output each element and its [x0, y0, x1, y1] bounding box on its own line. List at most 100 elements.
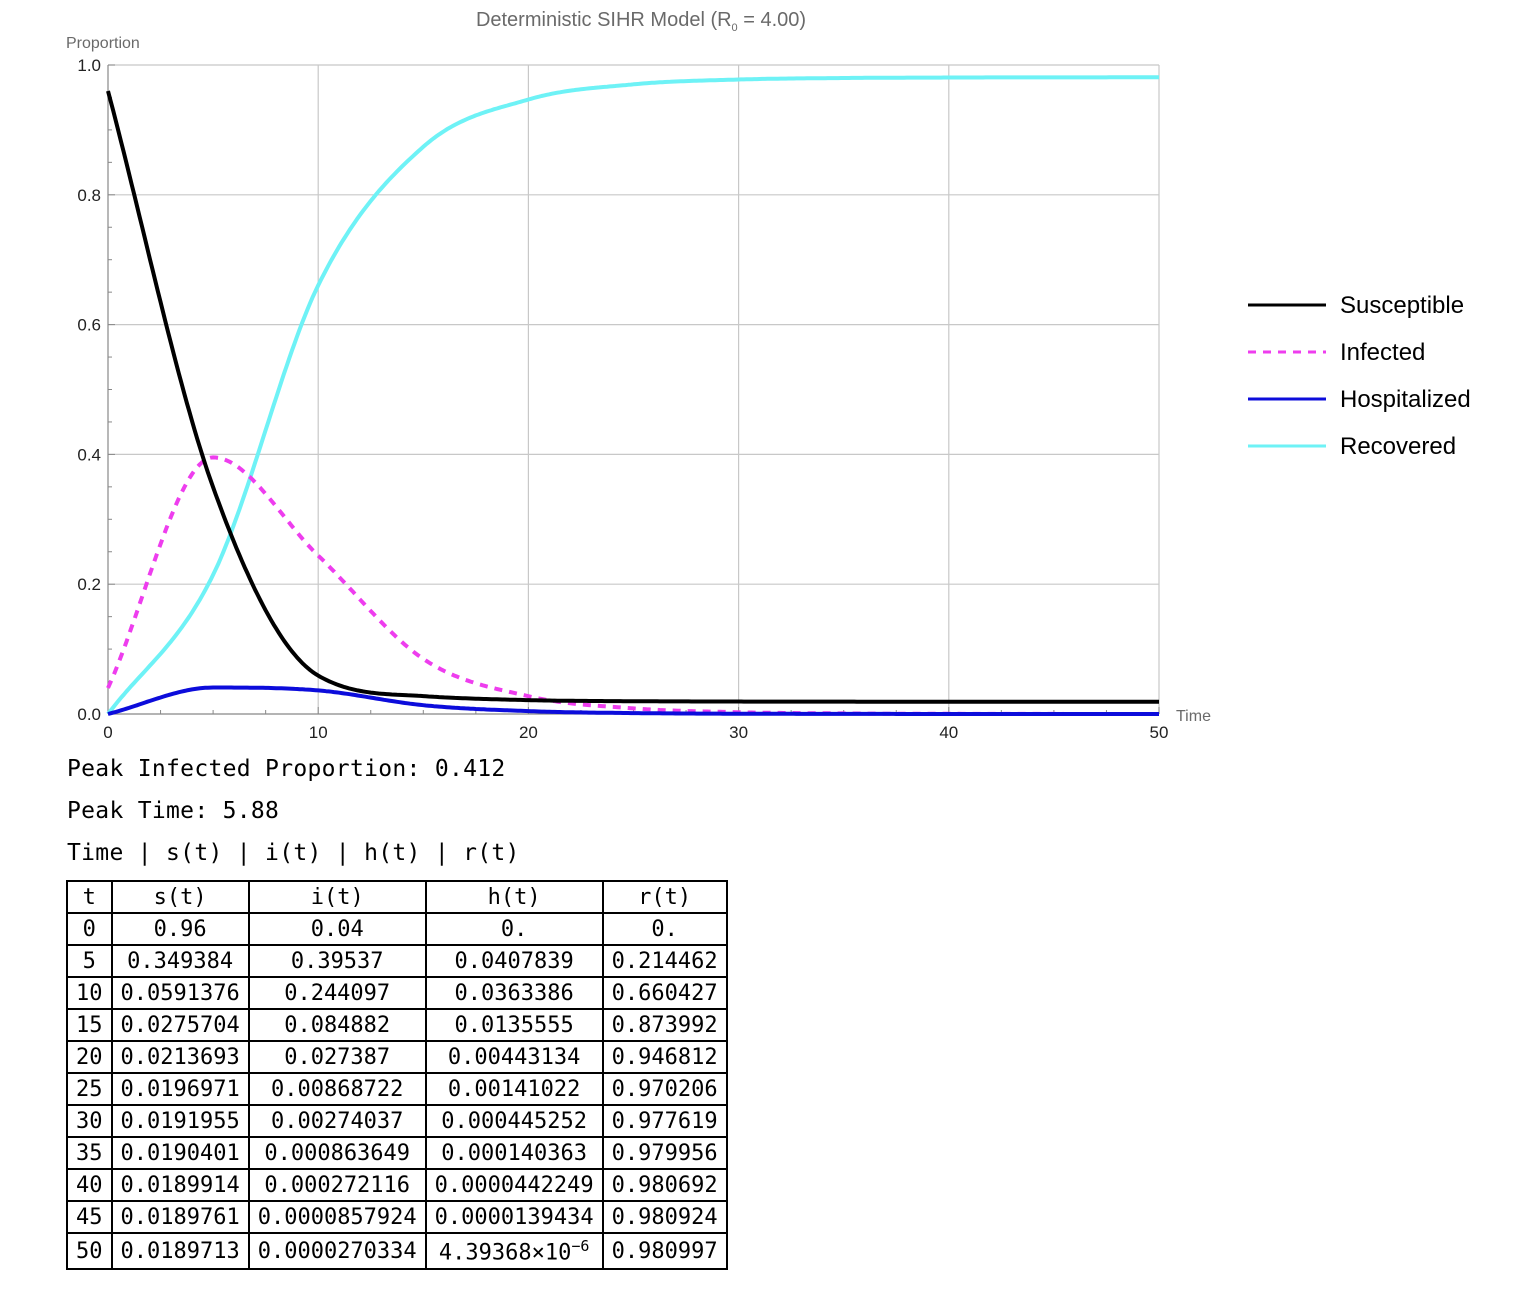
y-tick-label: 0.2: [77, 575, 101, 594]
table-row: 20 0.0213693 0.027387 0.00443134 0.946812: [66, 1040, 728, 1074]
axes: 0 10 20 30 40 50 0.0 0.2 0.4 0.6 0.8 1.0: [77, 56, 1168, 742]
x-tick-label: 20: [519, 723, 538, 742]
x-tick-label: 50: [1150, 723, 1169, 742]
table-cell: 0.349384: [110, 944, 250, 978]
table-row: 10 0.0591376 0.244097 0.0363386 0.660427: [66, 976, 728, 1010]
table-row: 5 0.349384 0.39537 0.0407839 0.214462: [66, 944, 728, 978]
chart-title: Deterministic SIHR Model (R0 = 4.00): [476, 9, 806, 34]
peak-time-text: Peak Time: 5.88: [67, 798, 280, 824]
table-row: 25 0.0196971 0.00868722 0.00141022 0.970206: [66, 1072, 728, 1106]
table-row: 15 0.0275704 0.084882 0.0135555 0.873992: [66, 1008, 728, 1042]
table-cell: 0.0591376: [110, 976, 250, 1010]
legend: Susceptible Infected Hospitalized Recovered: [1248, 292, 1471, 460]
table-row: 35 0.0190401 0.000863649 0.000140363 0.97995…: [66, 1136, 728, 1170]
table-row: 50 0.0189713 0.0000270334 4.39368×10−6 0.980…: [66, 1232, 728, 1270]
legend-label-susceptible: Susceptible: [1340, 292, 1464, 319]
table-cell: 0.0213693: [110, 1040, 250, 1074]
table-cell: 0.00274037: [247, 1104, 427, 1138]
table-cell: 0.0000139434: [424, 1200, 604, 1234]
table-cell: 0: [66, 912, 113, 946]
table-cell: 0.980997: [601, 1232, 728, 1270]
table-cell: 0.00141022: [424, 1072, 604, 1106]
table-cell: 0.980924: [601, 1200, 728, 1234]
table-cell: 0.946812: [601, 1040, 728, 1074]
series-line-susceptible: [106, 90, 1159, 704]
table-cell: 40: [66, 1168, 113, 1202]
table-cell: 0.000140363: [424, 1136, 604, 1170]
y-tick-label: 0.8: [77, 186, 101, 205]
table-cell: 0.0000270334: [247, 1232, 427, 1270]
peak-infected-text: Peak Infected Proportion: 0.412: [67, 756, 506, 782]
table-cell: 25: [66, 1072, 113, 1106]
legend-label-infected: Infected: [1340, 339, 1425, 366]
table-header-cell: i(t): [247, 880, 427, 914]
legend-label-hospitalized: Hospitalized: [1340, 386, 1471, 413]
table-cell: 0.96: [110, 912, 250, 946]
table-cell: 0.: [601, 912, 728, 946]
table-header-cell: t: [66, 880, 113, 914]
x-tick-label: 30: [729, 723, 748, 742]
table-cell: 45: [66, 1200, 113, 1234]
results-table: t s(t) i(t) h(t) r(t) 0 0.96 0.04 0. 0. 5 0.349384…: [66, 880, 728, 1270]
table-header-cell: r(t): [601, 880, 728, 914]
table-cell: 0.0363386: [424, 976, 604, 1010]
table-cell: 30: [66, 1104, 113, 1138]
table-row: 30 0.0191955 0.00274037 0.000445252 0.977619: [66, 1104, 728, 1138]
table-cell: 0.000272116: [247, 1168, 427, 1202]
table-cell: 0.244097: [247, 976, 427, 1010]
series-line-hospitalized: [107, 685, 1159, 716]
table-cell: 0.0275704: [110, 1008, 250, 1042]
series-lines: [106, 75, 1159, 716]
table-cell: 0.0190401: [110, 1136, 250, 1170]
table-cell: 0.00443134: [424, 1040, 604, 1074]
table-cell: 0.04: [247, 912, 427, 946]
table-cell: 0.084882: [247, 1008, 427, 1042]
table-cell: 0.873992: [601, 1008, 728, 1042]
table-cell: 0.0189713: [110, 1232, 250, 1270]
table-cell: 0.0407839: [424, 944, 604, 978]
table-cell: 0.660427: [601, 976, 728, 1010]
table-cell: 0.000863649: [247, 1136, 427, 1170]
table-cell: 0.0000857924: [247, 1200, 427, 1234]
table-cell: 50: [66, 1232, 113, 1270]
table-cell: 20: [66, 1040, 113, 1074]
table-cell: 0.00868722: [247, 1072, 427, 1106]
table-cell: 0.000445252: [424, 1104, 604, 1138]
table-cell: 0.979956: [601, 1136, 728, 1170]
table-cell: 15: [66, 1008, 113, 1042]
legend-label-recovered: Recovered: [1340, 433, 1456, 460]
table-cell: 0.0135555: [424, 1008, 604, 1042]
table-cell: 35: [66, 1136, 113, 1170]
grid: [108, 64, 1160, 714]
table-cell: 0.980692: [601, 1168, 728, 1202]
exponent: −6: [571, 1236, 590, 1255]
table-cell: 0.0196971: [110, 1072, 250, 1106]
x-axis-label: Time: [1176, 708, 1211, 725]
table-cell: 0.977619: [601, 1104, 728, 1138]
y-tick-label: 0.6: [77, 316, 101, 335]
table-cell: 0.970206: [601, 1072, 728, 1106]
table-cell: 5: [66, 944, 113, 978]
table-cell: 0.0189761: [110, 1200, 250, 1234]
table-row: 40 0.0189914 0.000272116 0.0000442249 0.9806…: [66, 1168, 728, 1202]
series-line-infected: [106, 455, 1159, 716]
table-cell: 10: [66, 976, 113, 1010]
chart: Deterministic SIHR Model (R0 = 4.00) Pro…: [66, 9, 1471, 742]
table-row: 45 0.0189761 0.0000857924 0.0000139434 0.980…: [66, 1200, 728, 1234]
table-cell: 0.0000442249: [424, 1168, 604, 1202]
table-caption: Time | s(t) | i(t) | h(t) | r(t): [67, 840, 520, 866]
table-header-cell: h(t): [424, 880, 604, 914]
table-cell: 0.027387: [247, 1040, 427, 1074]
y-tick-label: 0.0: [77, 705, 101, 724]
x-tick-label: 10: [309, 723, 328, 742]
y-tick-label: 1.0: [77, 56, 101, 75]
table-cell: 0.214462: [601, 944, 728, 978]
table-cell: 4.39368×10−6: [424, 1232, 604, 1270]
table-row: 0 0.96 0.04 0. 0.: [66, 912, 728, 946]
table-header-row: t s(t) i(t) h(t) r(t): [66, 880, 728, 914]
table-cell: 0.: [424, 912, 604, 946]
y-axis-label: Proportion: [66, 35, 140, 52]
series-line-recovered: [106, 75, 1159, 716]
y-tick-label: 0.4: [77, 445, 101, 464]
x-tick-label: 40: [939, 723, 958, 742]
